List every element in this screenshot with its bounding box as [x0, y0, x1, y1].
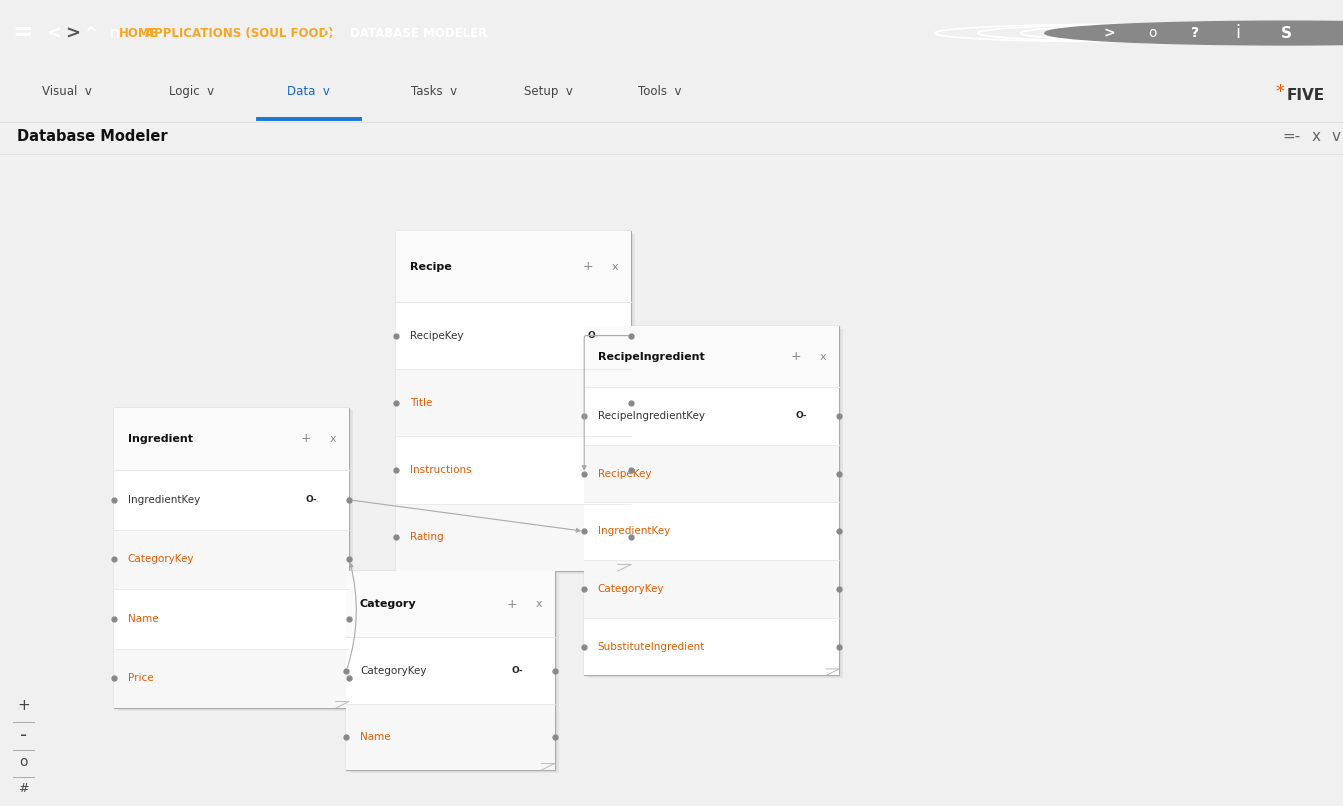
Text: Ingredient: Ingredient — [128, 434, 192, 444]
Bar — [396, 504, 631, 571]
Text: -: - — [20, 725, 27, 745]
Bar — [114, 530, 349, 589]
Text: RecipeKey: RecipeKey — [598, 468, 651, 479]
FancyBboxPatch shape — [118, 410, 353, 711]
Bar — [396, 231, 631, 302]
Text: v: v — [1332, 129, 1340, 143]
Text: i: i — [1236, 24, 1241, 42]
Text: x: x — [536, 599, 541, 609]
Bar — [114, 649, 349, 708]
Text: Recipe: Recipe — [410, 262, 451, 272]
FancyBboxPatch shape — [588, 329, 843, 678]
Bar — [584, 560, 839, 617]
Text: CategoryKey: CategoryKey — [128, 555, 195, 564]
Text: Rating: Rating — [410, 532, 443, 542]
Text: O-: O- — [796, 411, 807, 421]
Text: RecipeIngredientKey: RecipeIngredientKey — [598, 411, 705, 421]
Text: Category: Category — [360, 599, 416, 609]
Text: x: x — [330, 434, 336, 444]
Text: DATABASE MODELER: DATABASE MODELER — [351, 27, 488, 39]
Text: Logic  v: Logic v — [169, 85, 215, 98]
Text: >: > — [1104, 26, 1115, 40]
FancyBboxPatch shape — [400, 234, 635, 574]
Text: >: > — [322, 26, 336, 40]
Bar — [584, 502, 839, 560]
Bar — [346, 704, 555, 770]
Text: FIVE: FIVE — [1287, 88, 1324, 102]
Text: Name: Name — [360, 732, 391, 742]
Text: x: x — [1312, 129, 1320, 143]
FancyBboxPatch shape — [346, 571, 555, 770]
Text: >: > — [154, 26, 168, 40]
Text: +: + — [583, 260, 594, 273]
Text: O-: O- — [588, 331, 599, 340]
Text: Tasks  v: Tasks v — [411, 85, 457, 98]
FancyBboxPatch shape — [351, 574, 559, 773]
Text: Database Modeler: Database Modeler — [17, 129, 168, 143]
Text: Name: Name — [128, 614, 158, 624]
Text: IngredientKey: IngredientKey — [598, 526, 670, 536]
Text: O-: O- — [512, 666, 522, 675]
Text: x: x — [612, 262, 618, 272]
Text: Instructions: Instructions — [410, 465, 471, 475]
Text: =: = — [12, 21, 34, 45]
Text: *: * — [1276, 82, 1284, 101]
Text: O-: O- — [306, 496, 317, 505]
Text: ?: ? — [1191, 26, 1199, 40]
Bar — [114, 408, 349, 470]
Text: =-: =- — [1283, 129, 1301, 143]
Bar — [114, 589, 349, 649]
Bar — [584, 326, 839, 387]
Text: +: + — [791, 350, 802, 364]
FancyBboxPatch shape — [584, 326, 839, 675]
Bar — [396, 302, 631, 369]
Text: x: x — [821, 351, 826, 362]
Text: +: + — [506, 598, 517, 611]
Bar — [396, 369, 631, 437]
Text: RecipeIngredient: RecipeIngredient — [598, 351, 704, 362]
Text: #: # — [19, 782, 28, 795]
Bar — [396, 437, 631, 504]
Text: n: n — [109, 26, 120, 40]
Text: HOME: HOME — [118, 27, 158, 39]
Text: +: + — [301, 433, 312, 446]
Text: Setup  v: Setup v — [524, 85, 572, 98]
Text: o: o — [1148, 26, 1156, 40]
Text: +: + — [17, 698, 30, 713]
Text: Tools  v: Tools v — [638, 85, 681, 98]
Bar — [346, 638, 555, 704]
Bar — [584, 617, 839, 675]
Text: Title: Title — [410, 398, 432, 408]
Bar — [114, 470, 349, 530]
Text: Data  v: Data v — [287, 85, 330, 98]
Text: <: < — [46, 24, 62, 42]
Text: RecipeKey: RecipeKey — [410, 330, 463, 341]
Bar — [584, 445, 839, 502]
Text: IngredientKey: IngredientKey — [128, 495, 200, 505]
Text: >: > — [64, 24, 81, 42]
Text: o: o — [19, 755, 28, 769]
Text: CategoryKey: CategoryKey — [360, 666, 427, 675]
Text: Visual  v: Visual v — [42, 85, 93, 98]
Text: APPLICATIONS (SOUL FOOD): APPLICATIONS (SOUL FOOD) — [145, 27, 333, 39]
Text: SubstituteIngredient: SubstituteIngredient — [598, 642, 705, 651]
Text: ^: ^ — [85, 26, 98, 40]
Text: S: S — [1281, 26, 1292, 40]
FancyBboxPatch shape — [114, 408, 349, 708]
Text: CategoryKey: CategoryKey — [598, 584, 665, 594]
Bar — [346, 571, 555, 638]
FancyBboxPatch shape — [396, 231, 631, 571]
Text: Price: Price — [128, 673, 153, 683]
Circle shape — [1045, 21, 1343, 45]
Bar — [584, 387, 839, 445]
